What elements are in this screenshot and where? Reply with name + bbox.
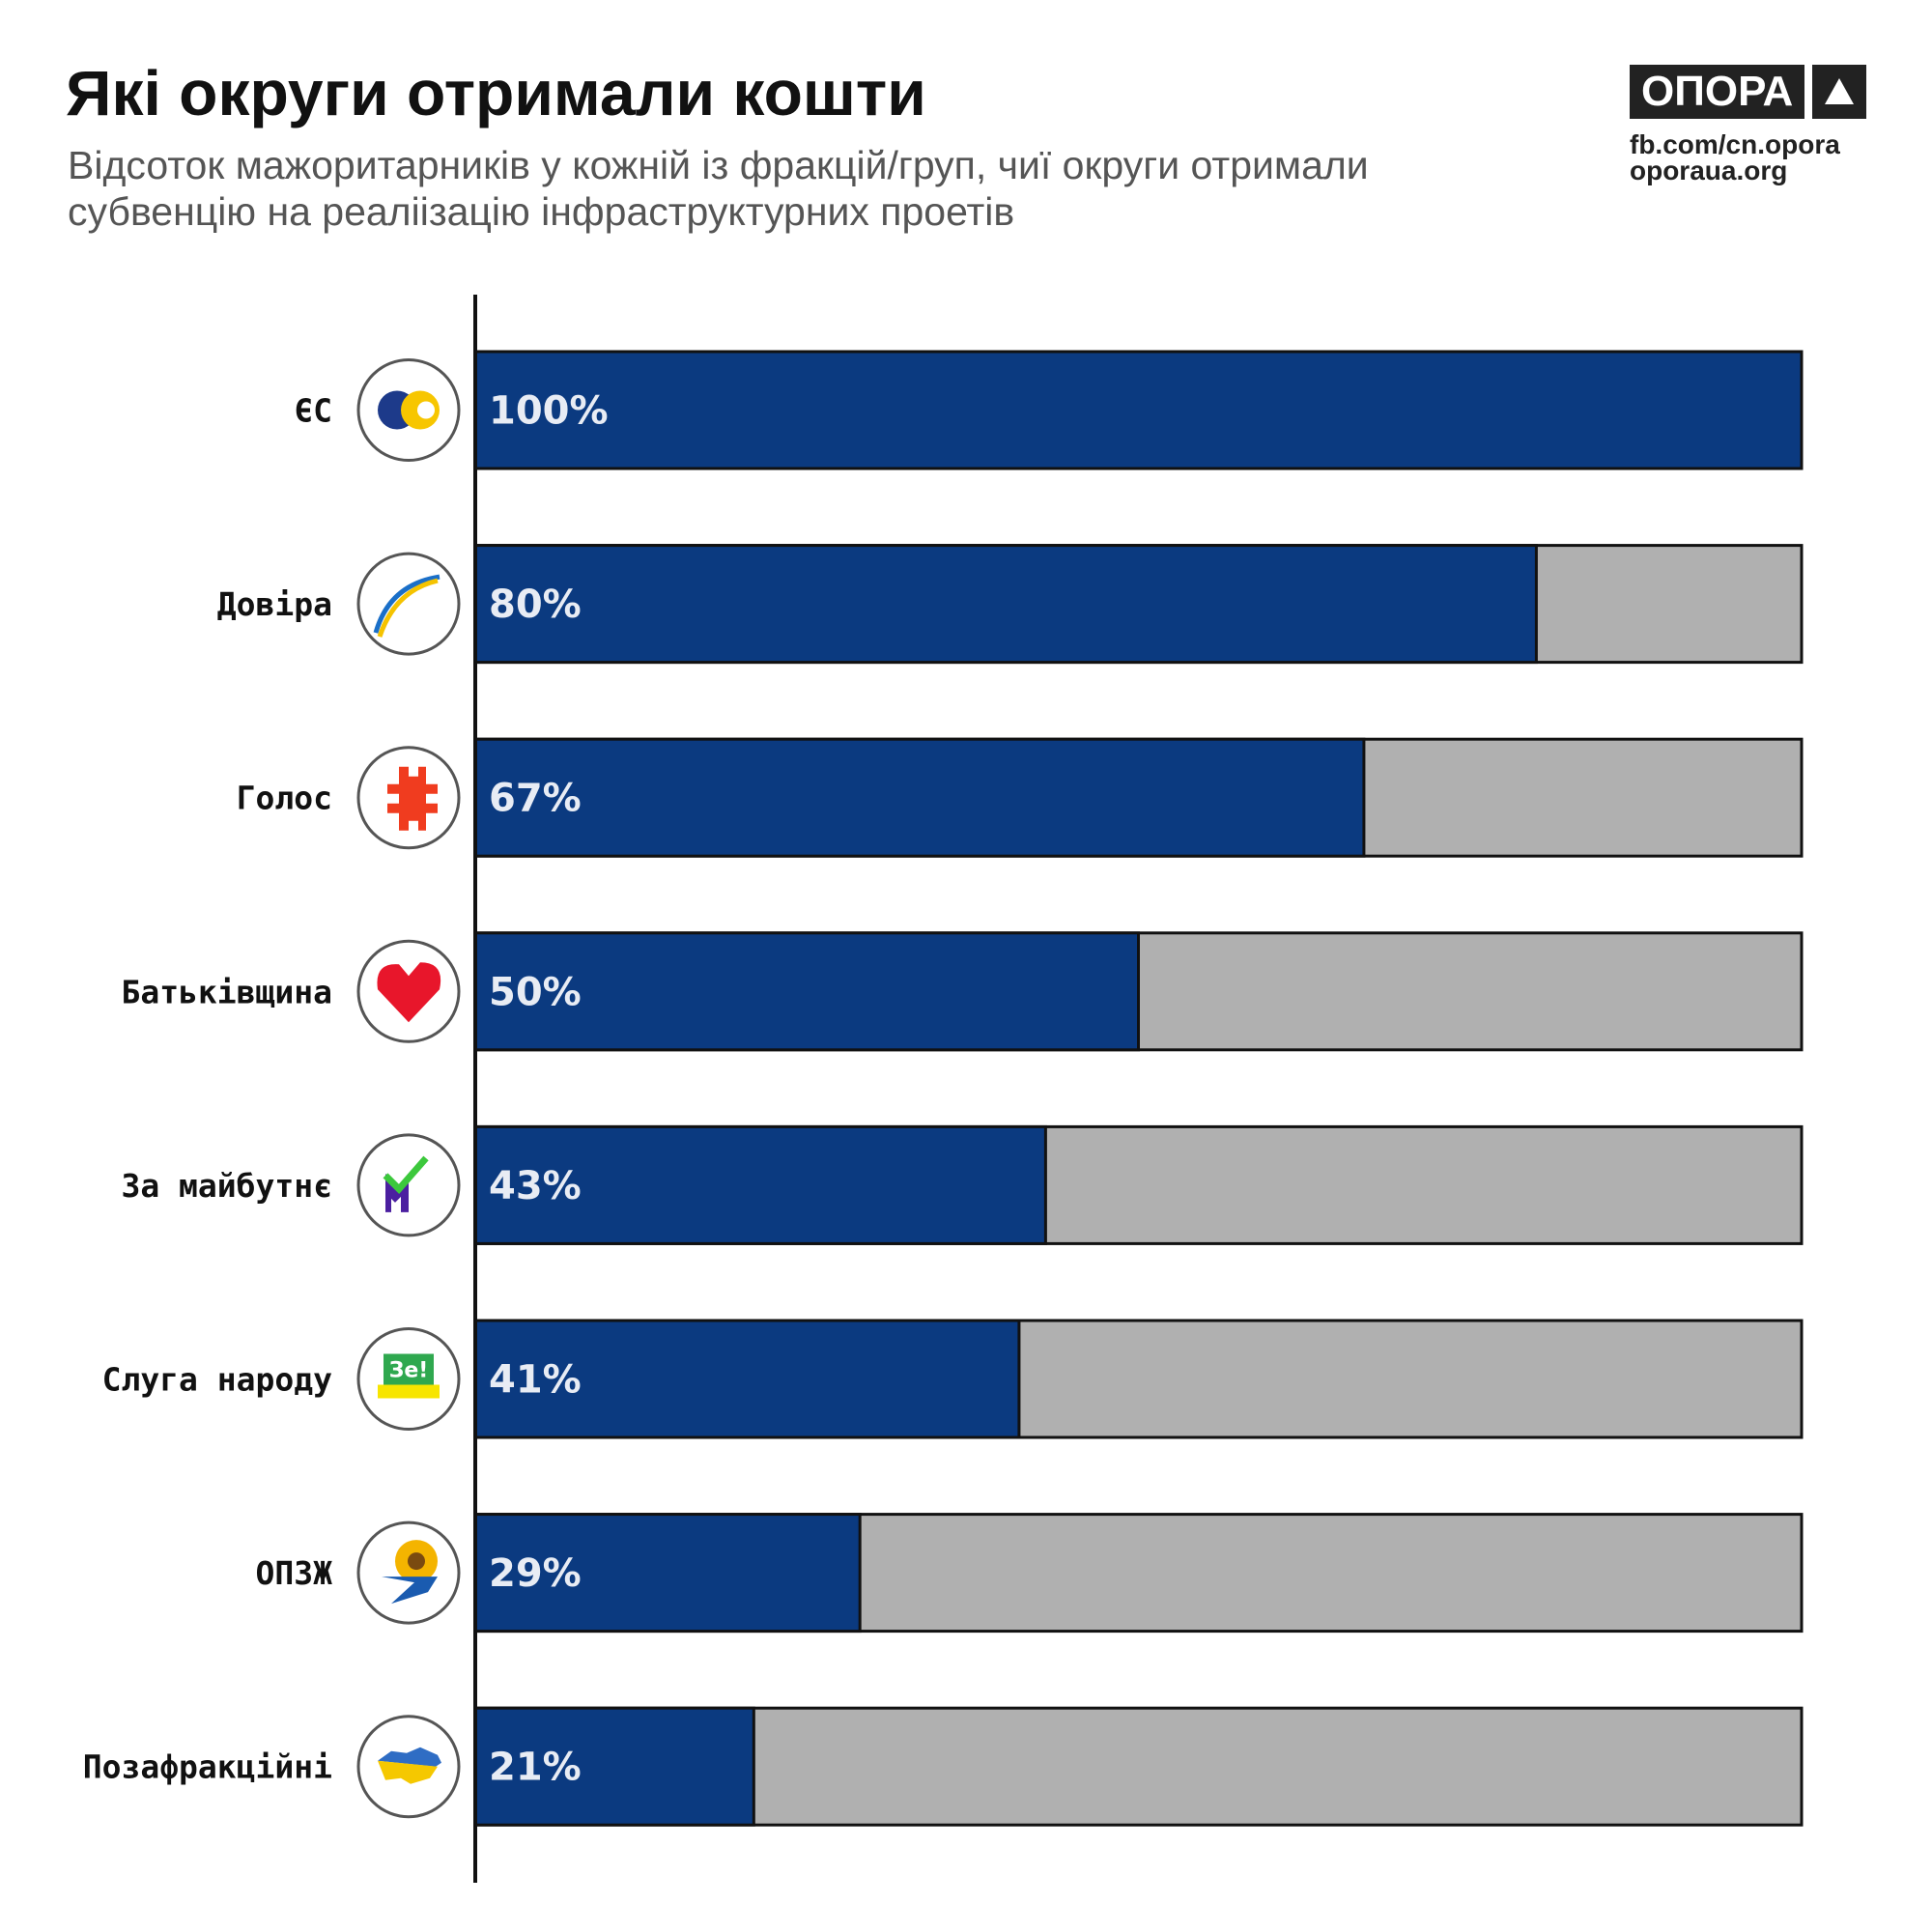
value-label: 43% [489, 1164, 582, 1208]
bar [473, 544, 1538, 665]
bar [473, 1124, 1047, 1245]
svg-text:Зе!: Зе! [389, 1359, 429, 1383]
ukraine-map-icon [356, 1715, 461, 1819]
value-label: 50% [489, 970, 582, 1014]
value-label: 29% [489, 1551, 582, 1596]
category-label: Батьківщина [121, 973, 332, 1010]
category-label: За майбутнє [121, 1167, 332, 1205]
category-label: ОПЗЖ [256, 1554, 333, 1592]
subtitle-line-1: Відсоток мажоритарників у кожній із фрак… [68, 143, 1369, 187]
page-title: Які округи отримали кошти [66, 57, 926, 128]
bar [473, 1706, 755, 1827]
value-label: 67% [489, 777, 582, 821]
logo-text: ОПОРА [1630, 65, 1805, 119]
category-label: Довіра [217, 585, 332, 623]
category-label: Слуга народу [102, 1361, 332, 1399]
value-label: 100% [489, 389, 609, 434]
value-label: 80% [489, 582, 582, 627]
opora-logo: ОПОРА [1630, 65, 1867, 119]
subtitle-line-2: субвенцію на реаліізацію інфраструктурни… [68, 189, 1015, 234]
bar [473, 737, 1366, 858]
bar [473, 1319, 1021, 1439]
bar [473, 931, 1140, 1052]
value-label: 41% [489, 1358, 582, 1403]
dovira-logo-icon [356, 552, 461, 656]
batkivshchyna-heart-icon [356, 939, 461, 1043]
category-label: ЄС [294, 392, 332, 430]
es-logo-icon [356, 358, 461, 462]
category-label: Позафракційні [83, 1748, 332, 1786]
website-link[interactable]: oporaua.org [1630, 156, 1788, 185]
triangle-icon [1812, 65, 1867, 119]
sluha-narodu-ze-icon: Зе! [356, 1327, 461, 1431]
holos-logo-icon [356, 746, 461, 850]
facebook-link[interactable]: fb.com/cn.opora [1630, 129, 1840, 159]
bar [473, 350, 1804, 470]
category-label: Голос [237, 780, 332, 817]
za-maibutnie-logo-icon [356, 1133, 461, 1237]
opzzh-sunflower-icon [356, 1520, 461, 1625]
value-label: 21% [489, 1746, 582, 1790]
